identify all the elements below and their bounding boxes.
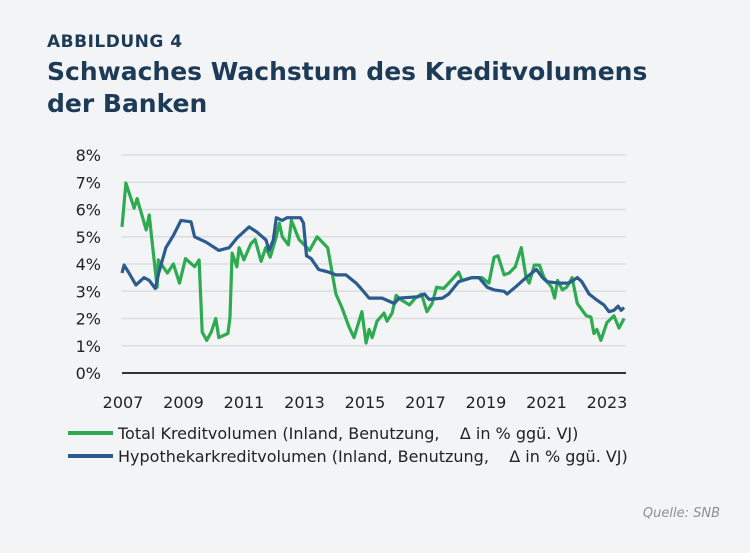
- x-tick-label: 2017: [405, 393, 446, 412]
- legend: Total Kreditvolumen (Inland, Benutzung, …: [68, 424, 628, 466]
- y-tick-label: 0%: [76, 364, 101, 383]
- y-tick-label: 8%: [76, 146, 101, 165]
- series-line-hypothek: [120, 216, 626, 314]
- chart-title: Schwaches Wachstum des Kreditvolumens de…: [47, 57, 648, 118]
- x-axis-ticks: 2007 2009 2011 2013 2015 2017 2019 2021 2023: [103, 393, 628, 412]
- x-tick-label: 2007: [103, 393, 144, 412]
- x-tick-label: 2013: [284, 393, 325, 412]
- y-tick-label: 5%: [76, 228, 101, 247]
- source-note: Quelle: SNB: [642, 506, 720, 521]
- series-line-total: [120, 181, 626, 345]
- x-tick-label: 2021: [526, 393, 567, 412]
- y-tick-label: 6%: [76, 201, 101, 220]
- series-lines: [120, 181, 626, 345]
- figure-label: ABBILDUNG 4: [47, 32, 183, 52]
- legend-label-hypothek: Hypothekarkreditvolumen (Inland, Benutzu…: [118, 447, 628, 466]
- x-tick-label: 2019: [466, 393, 507, 412]
- x-tick-label: 2023: [587, 393, 628, 412]
- y-tick-label: 2%: [76, 310, 101, 329]
- y-tick-label: 7%: [76, 173, 101, 192]
- x-tick-label: 2015: [345, 393, 386, 412]
- grid-lines: [122, 154, 626, 347]
- y-tick-label: 3%: [76, 282, 101, 301]
- y-tick-label: 4%: [76, 255, 101, 274]
- y-tick-label: 1%: [76, 337, 101, 356]
- y-axis-ticks: 0% 1% 2% 3% 4% 5% 6% 7% 8%: [76, 146, 101, 383]
- legend-label-total: Total Kreditvolumen (Inland, Benutzung, …: [117, 424, 578, 443]
- x-tick-label: 2011: [224, 393, 265, 412]
- x-tick-label: 2009: [163, 393, 204, 412]
